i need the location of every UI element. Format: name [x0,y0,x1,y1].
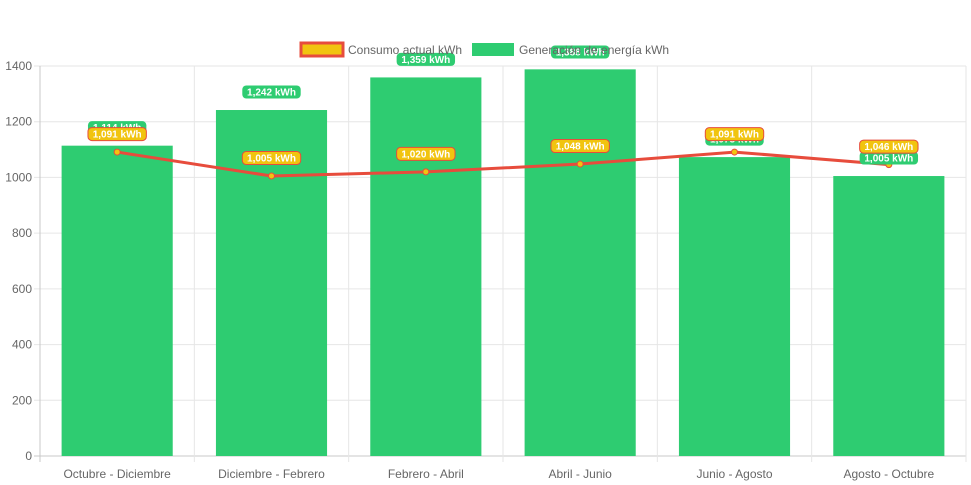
y-tick-label: 1000 [5,170,32,184]
legend[interactable]: Consumo actual kWh Generación de energía… [299,41,669,58]
bar[interactable] [61,145,173,456]
data-label: 1,091 kWh [93,130,142,141]
data-label-badge [704,127,765,142]
x-tick-label: Junio - Agosto [696,467,772,481]
bar[interactable] [678,157,791,457]
axes: 0 200 400 600 800 1000 1200 1400 Octubre - Dicie… [5,59,934,481]
grid-lines [34,65,967,462]
x-tick-label: Abril - Junio [548,467,612,481]
data-label-badge [241,151,302,166]
bar[interactable] [833,176,945,457]
x-tick-label: Diciembre - Febrero [218,467,325,481]
x-tick-label: Octubre - Diciembre [63,467,171,481]
y-tick-label: 800 [12,226,32,240]
data-label: 1,005 kWh [247,154,296,165]
data-label-badge [550,45,610,59]
legend-label-generacion[interactable]: Generación de energía kWh [519,43,669,57]
data-label-badge [550,139,610,154]
y-tick-label: 0 [25,449,32,463]
y-tick-label: 1200 [5,115,32,129]
data-label: 1,388 kWh [556,48,605,59]
data-label-badge [859,139,919,154]
y-tick-label: 200 [12,393,32,407]
data-label: 1,048 kWh [556,142,605,153]
x-tick-label: Febrero - Abril [388,467,464,481]
line-point[interactable] [113,148,121,156]
data-label: 1,046 kWh [864,142,913,153]
data-label-badge [396,52,456,66]
data-label: 1,091 kWh [710,130,759,141]
data-label: 1,242 kWh [247,88,296,99]
data-label-badge [87,127,147,142]
y-tick-label: 1400 [5,59,32,73]
bar[interactable] [524,69,636,456]
legend-swatch-consumo [299,41,345,58]
legend-swatch-generacion [472,43,514,56]
bar[interactable] [370,77,482,457]
line-point[interactable] [268,172,275,180]
data-label: 1,020 kWh [401,149,450,160]
line-path [116,150,889,178]
data-label-badge [242,85,301,99]
line-point[interactable] [422,168,430,176]
data-label-badge [859,151,919,165]
y-tick-label: 600 [12,282,32,296]
line-point[interactable] [576,160,584,168]
data-label-badge [396,146,456,161]
line-point[interactable] [731,148,738,156]
y-tick-label: 400 [12,338,32,352]
bar-series [61,69,945,457]
line-series [113,148,893,180]
x-tick-label: Agosto - Octubre [843,467,934,481]
data-label: 1,359 kWh [401,55,450,66]
data-label: 1,005 kWh [864,154,913,165]
bar[interactable] [215,110,328,456]
legend-label-consumo[interactable]: Consumo actual kWh [348,43,462,57]
